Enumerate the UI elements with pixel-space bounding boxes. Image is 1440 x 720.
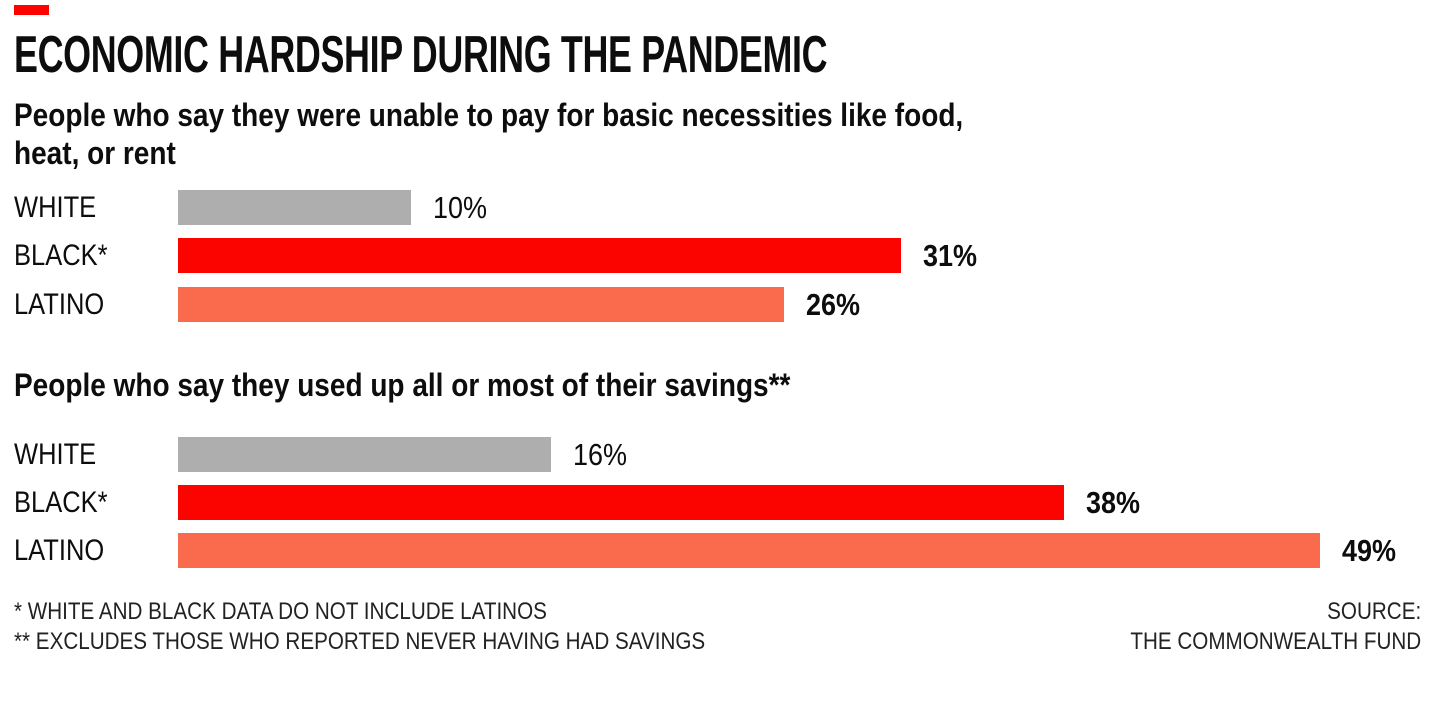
category-label: BLACK* bbox=[14, 238, 108, 272]
chart-title-line: heat, or rent bbox=[14, 135, 176, 171]
bar bbox=[178, 287, 784, 322]
bar bbox=[178, 533, 1320, 568]
page-title: ECONOMIC HARDSHIP DURING THE PANDEMIC bbox=[14, 26, 828, 84]
category-label: LATINO bbox=[14, 287, 105, 321]
footnotes: * WHITE AND BLACK DATA DO NOT INCLUDE LA… bbox=[14, 597, 705, 657]
bar-row-white-savings: WHITE 16% bbox=[14, 437, 635, 472]
bar-value-label: 38% bbox=[1086, 484, 1140, 520]
bar-value-label: 10% bbox=[433, 189, 487, 225]
footnote-line: ** EXCLUDES THOSE WHO REPORTED NEVER HAV… bbox=[14, 628, 706, 655]
bar-value-label: 49% bbox=[1342, 532, 1396, 568]
bar bbox=[178, 190, 411, 225]
bar-row-black-savings: BLACK* 38% bbox=[14, 485, 1148, 520]
brand-mark bbox=[14, 5, 49, 15]
category-label: WHITE bbox=[14, 437, 97, 471]
bar-value-label: 26% bbox=[806, 286, 860, 322]
bar-value-label: 31% bbox=[923, 237, 977, 273]
source-line: THE COMMONWEALTH FUND bbox=[1130, 628, 1421, 655]
chart-title-savings: People who say they used up all or most … bbox=[14, 366, 790, 404]
category-label: BLACK* bbox=[14, 485, 108, 519]
bar bbox=[178, 238, 901, 273]
chart-title-line: People who say they were unable to pay f… bbox=[14, 97, 964, 133]
bar-row-latino-necessities: LATINO 26% bbox=[14, 287, 868, 322]
footnote-line: * WHITE AND BLACK DATA DO NOT INCLUDE LA… bbox=[14, 598, 547, 625]
source-line: SOURCE: bbox=[1326, 598, 1421, 625]
source-attribution: SOURCE: THE COMMONWEALTH FUND bbox=[1130, 597, 1421, 657]
category-label: WHITE bbox=[14, 190, 97, 224]
bar-row-black-necessities: BLACK* 31% bbox=[14, 238, 985, 273]
bar-value-label: 16% bbox=[573, 436, 627, 472]
chart-title-necessities: People who say they were unable to pay f… bbox=[14, 96, 963, 172]
category-label: LATINO bbox=[14, 533, 105, 567]
bar bbox=[178, 437, 551, 472]
bar-row-latino-savings: LATINO 49% bbox=[14, 533, 1404, 568]
bar-row-white-necessities: WHITE 10% bbox=[14, 190, 495, 225]
bar bbox=[178, 485, 1064, 520]
chart-title-line: People who say they used up all or most … bbox=[14, 367, 791, 403]
